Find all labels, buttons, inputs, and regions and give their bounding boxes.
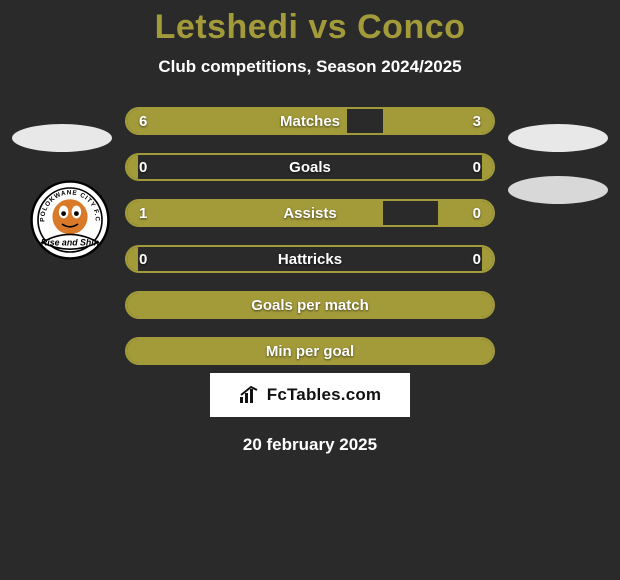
stat-label: Goals bbox=[127, 155, 493, 179]
club-crest-icon: Rise and Shin POLOKWANE CITY F.C bbox=[30, 180, 110, 260]
stat-row: 0 Hattricks 0 bbox=[125, 245, 495, 273]
stat-row: 1 Assists 0 bbox=[125, 199, 495, 227]
right-value: 0 bbox=[473, 155, 481, 179]
brand-text: FcTables.com bbox=[267, 385, 382, 405]
date-text: 20 february 2025 bbox=[0, 435, 620, 455]
left-team-logo-placeholder bbox=[12, 124, 112, 152]
right-team-logo-placeholder bbox=[508, 124, 608, 152]
brand-badge[interactable]: FcTables.com bbox=[210, 373, 410, 417]
stat-label: Goals per match bbox=[127, 293, 493, 317]
right-player-logo-placeholder bbox=[508, 176, 608, 204]
stat-label: Matches bbox=[127, 109, 493, 133]
stat-row: Min per goal bbox=[125, 337, 495, 365]
stat-label: Hattricks bbox=[127, 247, 493, 271]
stat-row: 0 Goals 0 bbox=[125, 153, 495, 181]
stat-row: 6 Matches 3 bbox=[125, 107, 495, 135]
stat-bars: 6 Matches 3 0 Goals 0 1 Assists 0 0 Hatt… bbox=[125, 107, 495, 365]
chart-icon bbox=[239, 385, 261, 405]
right-value: 0 bbox=[473, 247, 481, 271]
page-title: Letshedi vs Conco bbox=[0, 8, 620, 47]
stat-row: Goals per match bbox=[125, 291, 495, 319]
svg-text:Rise and Shin: Rise and Shin bbox=[41, 238, 99, 248]
stat-label: Min per goal bbox=[127, 339, 493, 363]
right-value: 0 bbox=[473, 201, 481, 225]
page-subtitle: Club competitions, Season 2024/2025 bbox=[0, 57, 620, 77]
stat-label: Assists bbox=[127, 201, 493, 225]
right-value: 3 bbox=[473, 109, 481, 133]
